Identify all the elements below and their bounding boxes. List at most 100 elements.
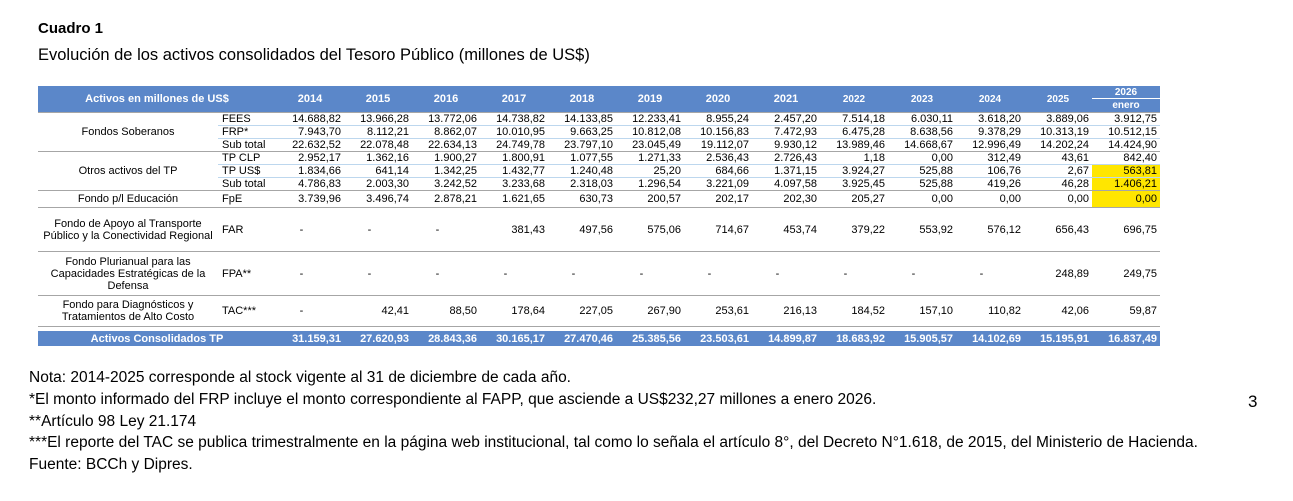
year-header: 2023 — [888, 86, 956, 112]
table-row: Fondo para Diagnósticos y Tratamientos d… — [38, 295, 1160, 327]
value-cell: 453,74 — [752, 207, 820, 251]
value-cell: 12.233,41 — [616, 112, 684, 125]
year-header-2026: 2026 — [1092, 86, 1160, 99]
row-group-label: Otros activos del TP — [38, 151, 218, 190]
year-header: 2019 — [616, 86, 684, 112]
value-cell: 8.862,07 — [412, 125, 480, 138]
value-cell: 1.342,25 — [412, 164, 480, 177]
value-cell: 59,87 — [1092, 295, 1160, 327]
value-cell: 0,00 — [1024, 190, 1092, 207]
footnote-line: *El monto informado del FRP incluye el m… — [29, 390, 877, 408]
table-row: Sub total 22.632,52 22.078,48 22.634,13 24.7… — [38, 138, 1160, 151]
footnotes: Nota: 2014-2025 corresponde al stock vig… — [29, 367, 1269, 476]
value-cell: 563,81 — [1092, 164, 1160, 177]
total-value-cell: 27.470,46 — [548, 327, 616, 346]
value-cell: 3.618,20 — [956, 112, 1024, 125]
value-cell: 3.242,52 — [412, 177, 480, 190]
table-caption: Cuadro 1 — [38, 20, 104, 37]
value-cell: 12.996,49 — [956, 138, 1024, 151]
value-cell: 202,17 — [684, 190, 752, 207]
value-cell: 379,22 — [820, 207, 888, 251]
year-header: 2017 — [480, 86, 548, 112]
total-value-cell: 14.899,87 — [752, 327, 820, 346]
year-header: 2016 — [412, 86, 480, 112]
footnote-line: Fuente: BCCh y Dipres. — [29, 456, 193, 474]
value-cell: 2.726,43 — [752, 151, 820, 164]
value-cell: 24.749,78 — [480, 138, 548, 151]
table-row: Otros activos del TP TP CLP 2.952,17 1.362,… — [38, 151, 1160, 190]
value-cell: 714,67 — [684, 207, 752, 251]
value-cell: 2.952,17 — [276, 151, 344, 164]
year-header: 2025 — [1024, 86, 1092, 112]
value-cell: 6.475,28 — [820, 125, 888, 138]
assets-table: Activos en millones de US$ 2014 2015 2016 2… — [38, 86, 1160, 346]
value-cell: 696,75 — [1092, 207, 1160, 251]
value-cell: - — [276, 295, 344, 327]
value-cell: 1.621,65 — [480, 190, 548, 207]
value-cell: 178,64 — [480, 295, 548, 327]
year-header: 2018 — [548, 86, 616, 112]
value-cell: 0,00 — [956, 190, 1024, 207]
value-cell: - — [412, 251, 480, 295]
value-cell: 525,88 — [888, 177, 956, 190]
value-cell: 497,56 — [548, 207, 616, 251]
footnote-line: ***El reporte del TAC se publica trimest… — [29, 434, 1198, 452]
value-cell: 1.240,48 — [548, 164, 616, 177]
value-cell: 10.812,08 — [616, 125, 684, 138]
table-row: Fondo Plurianual para las Capacidades Es… — [38, 251, 1160, 295]
value-cell: 9.930,12 — [752, 138, 820, 151]
year-header: 2024 — [956, 86, 1024, 112]
value-cell: 1.296,54 — [616, 177, 684, 190]
value-cell: 1.834,66 — [276, 164, 344, 177]
total-value-cell: 30.165,17 — [480, 327, 548, 346]
value-cell: 3.925,45 — [820, 177, 888, 190]
total-value-cell: 31.159,31 — [276, 327, 344, 346]
value-cell: 2.457,20 — [752, 112, 820, 125]
value-cell: - — [276, 251, 344, 295]
value-cell: - — [956, 251, 1024, 295]
row-code-label: FAR — [218, 207, 276, 251]
value-cell: 13.989,46 — [820, 138, 888, 151]
table-row: Fondo de Apoyo al Transporte Público y l… — [38, 207, 1160, 251]
footnote-line: **Artículo 98 Ley 21.174 — [29, 412, 197, 430]
value-cell: 9.378,29 — [956, 125, 1024, 138]
table-row: TP US$ 1.834,66 641,14 1.342,25 1.432,77 1.24… — [38, 164, 1160, 177]
value-cell: 10.010,95 — [480, 125, 548, 138]
value-cell: - — [344, 207, 412, 251]
total-value-cell: 15.195,91 — [1024, 327, 1092, 346]
value-cell: 575,06 — [616, 207, 684, 251]
table-total-row: Activos Consolidados TP 31.159,31 27.620,… — [38, 327, 1160, 346]
row-group-label: Fondo de Apoyo al Transporte Público y l… — [38, 207, 218, 251]
value-cell: 14.202,24 — [1024, 138, 1092, 151]
row-group-label: Fondo Plurianual para las Capacidades Es… — [38, 251, 218, 295]
value-cell: - — [888, 251, 956, 295]
year-header: 2021 — [752, 86, 820, 112]
value-cell: 1.432,77 — [480, 164, 548, 177]
year-header: 2022 — [820, 86, 888, 112]
value-cell: 2.536,43 — [684, 151, 752, 164]
value-cell: 3.924,27 — [820, 164, 888, 177]
value-cell: 2.318,03 — [548, 177, 616, 190]
table-row: Fondos Soberanos FEES 14.688,82 13.966,28 13… — [38, 112, 1160, 151]
value-cell: 216,13 — [752, 295, 820, 327]
value-cell: - — [548, 251, 616, 295]
value-cell: 7.943,70 — [276, 125, 344, 138]
value-cell: 1.371,15 — [752, 164, 820, 177]
value-cell: - — [616, 251, 684, 295]
value-cell: 14.424,90 — [1092, 138, 1160, 151]
value-cell: 1.271,33 — [616, 151, 684, 164]
value-cell: 8.955,24 — [684, 112, 752, 125]
value-cell: 6.030,11 — [888, 112, 956, 125]
value-cell: 3.233,68 — [480, 177, 548, 190]
year-header: 2014 — [276, 86, 344, 112]
table-row: FRP* 7.943,70 8.112,21 8.862,07 10.010,95 9.6… — [38, 125, 1160, 138]
total-value-cell: 27.620,93 — [344, 327, 412, 346]
value-cell: 13.966,28 — [344, 112, 412, 125]
row-group-label: Fondos Soberanos — [38, 112, 218, 151]
value-cell: - — [480, 251, 548, 295]
value-cell: 3.496,74 — [344, 190, 412, 207]
value-cell: 1.800,91 — [480, 151, 548, 164]
value-cell: 10.512,15 — [1092, 125, 1160, 138]
total-value-cell: 16.837,49 — [1092, 327, 1160, 346]
